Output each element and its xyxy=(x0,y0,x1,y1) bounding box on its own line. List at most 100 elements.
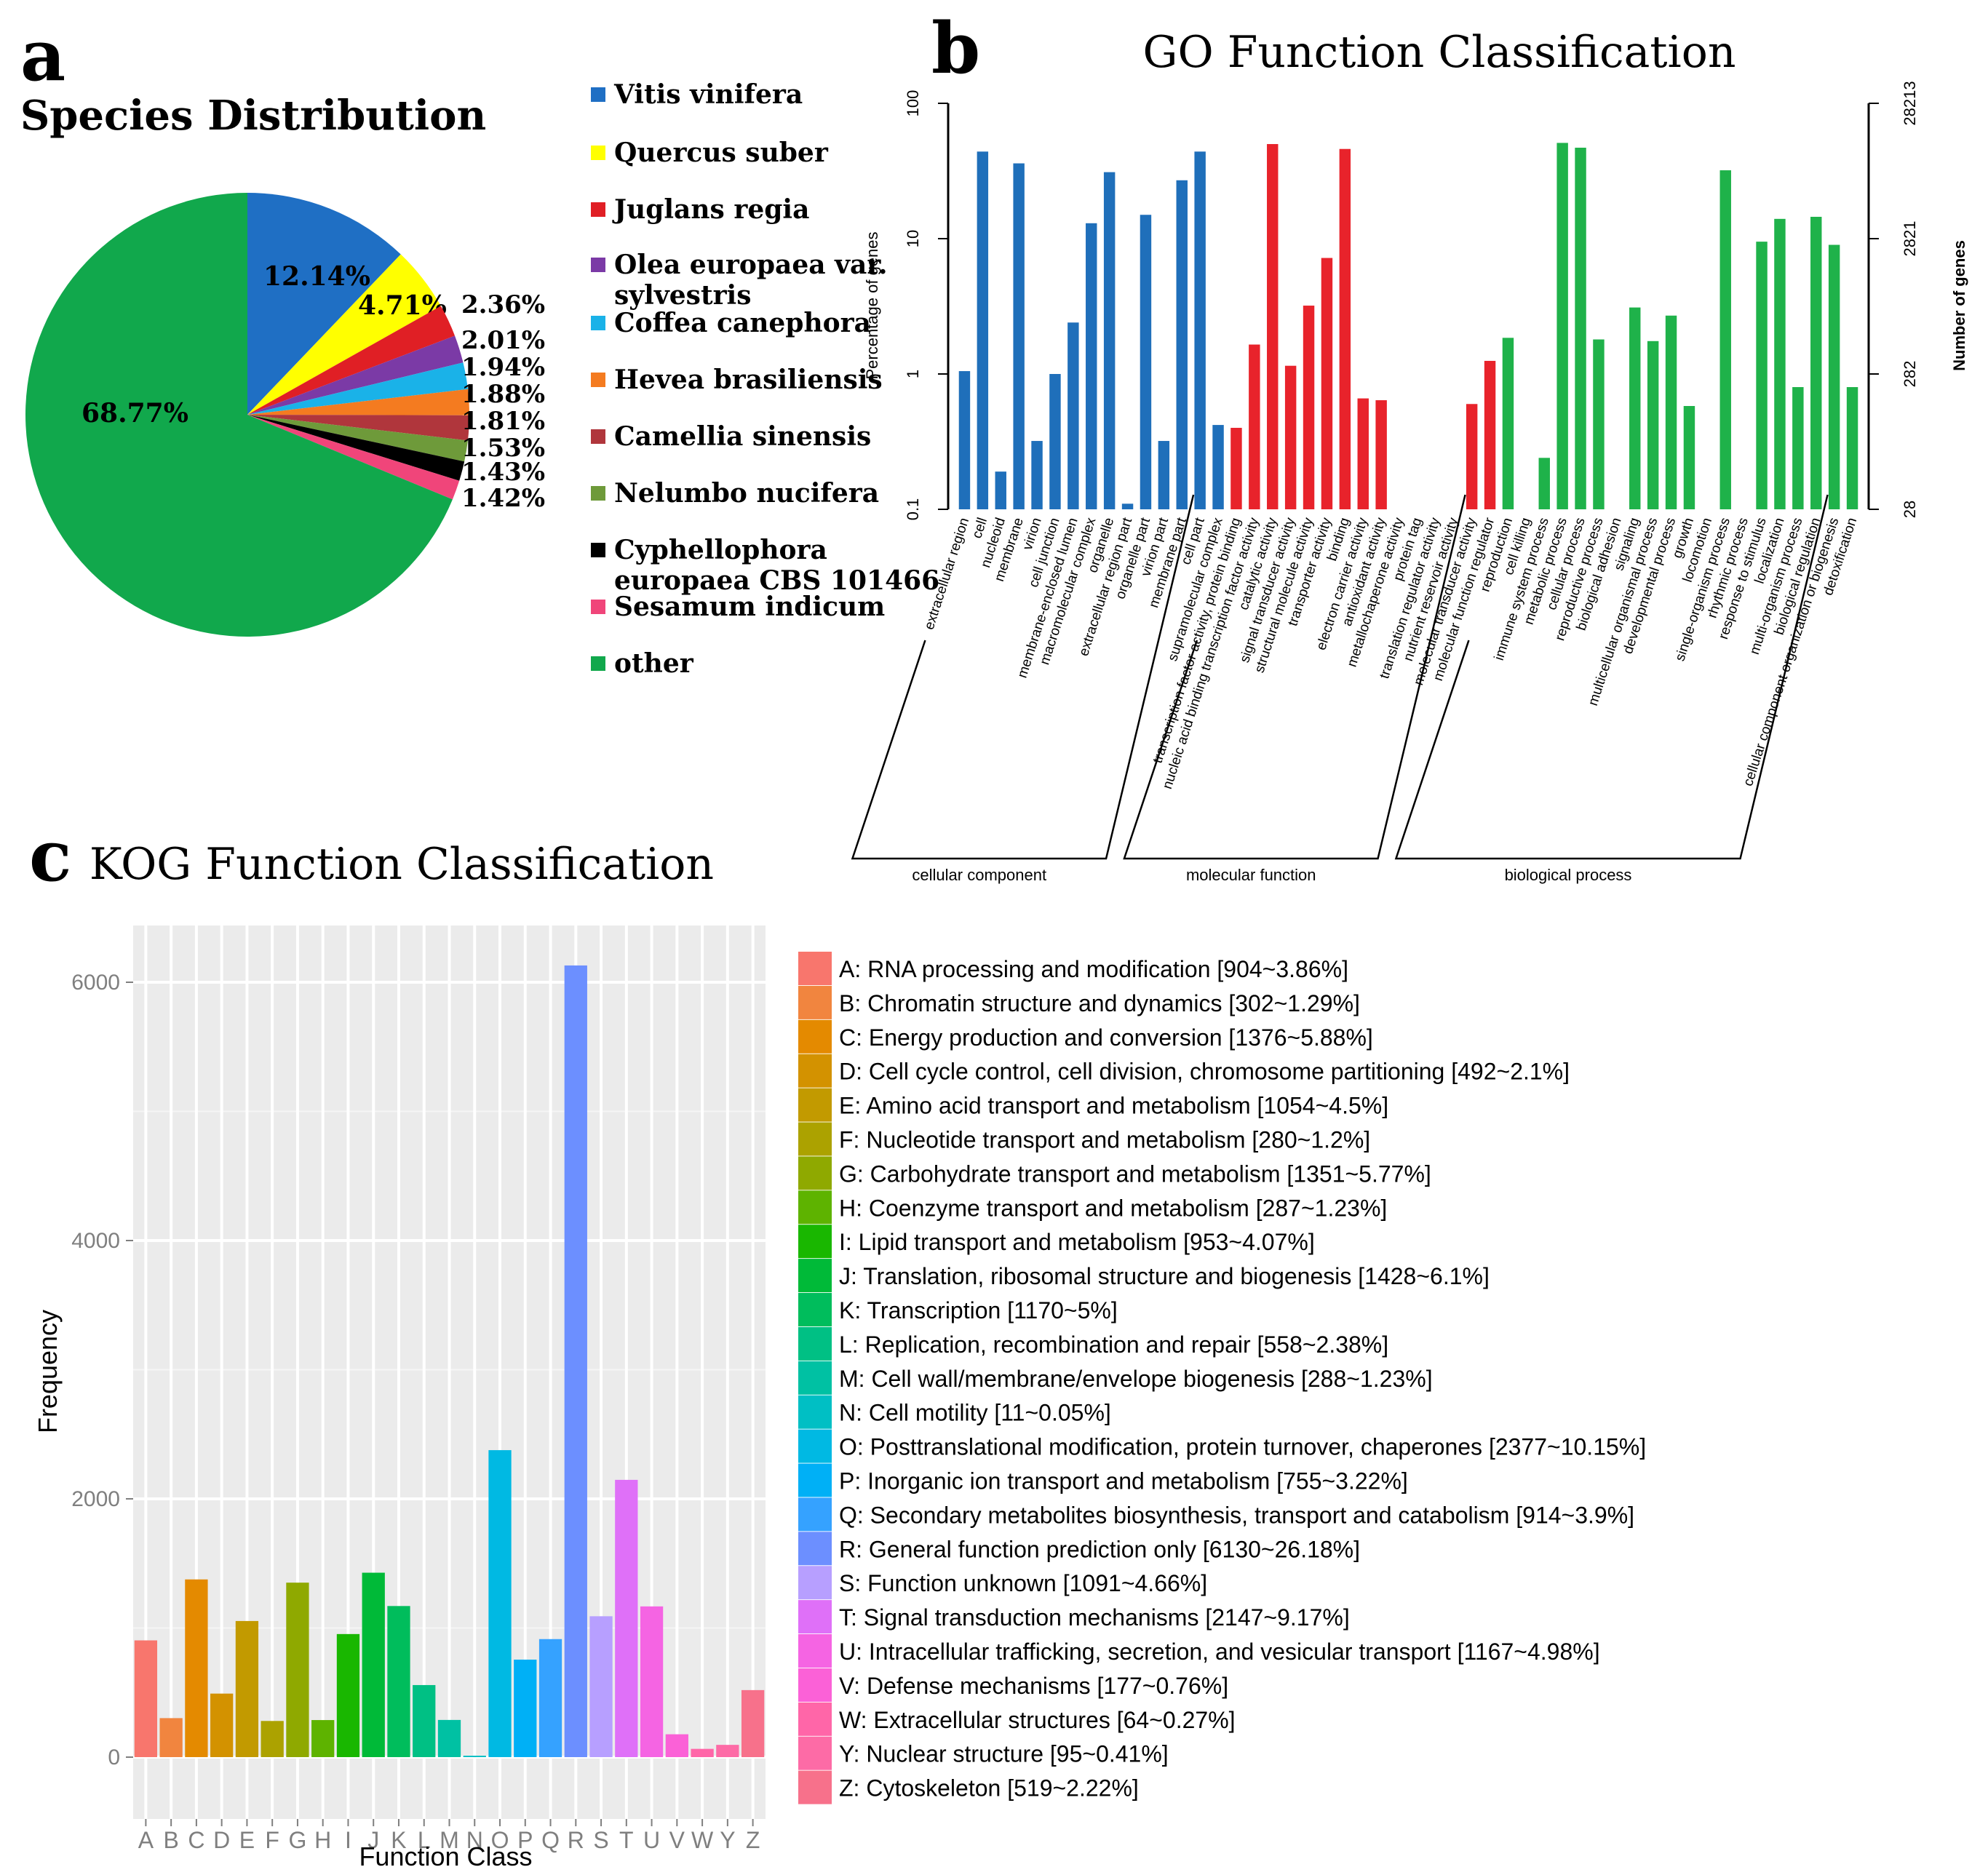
go-bar xyxy=(1321,258,1333,509)
kog-legend-swatch xyxy=(798,1156,832,1190)
pie-legend: Vitis vinifera Quercus suber Juglans regia… xyxy=(591,79,939,679)
pie-slice xyxy=(247,389,469,415)
kog-bar xyxy=(159,1718,183,1757)
kog-legend-label: H: Coenzyme transport and metabolism [28… xyxy=(839,1195,1387,1221)
pie-slice xyxy=(247,306,456,415)
pie-slice xyxy=(247,254,441,415)
kog-title: KOG Function Classification xyxy=(90,839,714,890)
kog-legend-label: L: Replication, recombination and repair… xyxy=(839,1331,1388,1358)
go-left-tick-label: 1 xyxy=(904,370,922,378)
go-left-tick-label: 10 xyxy=(904,230,922,247)
kog-bar xyxy=(134,1640,158,1757)
pie-slice xyxy=(247,335,464,415)
kog-legend-label: K: Transcription [1170~5%] xyxy=(839,1297,1118,1323)
kog-x-tick-label: J xyxy=(367,1827,379,1853)
kog-x-tick-label: H xyxy=(314,1827,331,1853)
kog-x-tick-label: B xyxy=(163,1827,178,1853)
go-bar xyxy=(1629,307,1641,509)
kog-y-tick-label: 2000 xyxy=(71,1487,120,1511)
kog-bar xyxy=(615,1479,638,1757)
kog-legend-label: R: General function prediction only [613… xyxy=(839,1536,1360,1562)
pie-value-label: 1.94% xyxy=(461,353,545,382)
pie-chart: 12.14%4.71% 2.36%2.01%1.94%1.88%1.81%1.53… xyxy=(25,193,545,637)
go-bar xyxy=(1194,151,1206,509)
kog-legend-swatch xyxy=(798,1634,832,1668)
kog-legend-swatch xyxy=(798,1395,832,1429)
go-bar xyxy=(1828,244,1840,509)
pie-legend-swatch xyxy=(591,600,605,614)
kog-x-tick-label: S xyxy=(593,1827,608,1853)
kog-bar xyxy=(387,1606,410,1757)
kog-legend-swatch xyxy=(798,1770,832,1804)
kog-bar xyxy=(691,1748,714,1757)
kog-x-tick-label: U xyxy=(643,1827,660,1853)
go-bar xyxy=(1103,172,1116,509)
kog-x-tick-label: I xyxy=(345,1827,351,1853)
kog-legend-label: B: Chromatin structure and dynamics [302… xyxy=(839,990,1360,1016)
pie-legend-swatch xyxy=(591,258,605,272)
pie-value-label: 2.36% xyxy=(461,290,545,319)
pie-slice xyxy=(247,415,469,441)
pie-legend-swatch xyxy=(591,316,605,330)
kog-legend-swatch xyxy=(798,1122,832,1156)
kog-legend-swatch xyxy=(798,1259,832,1293)
go-right-tick-label: 28213 xyxy=(1901,81,1919,125)
pie-value-label: 1.43% xyxy=(461,458,545,487)
panel-c-letter: c xyxy=(29,815,71,897)
kog-bar xyxy=(463,1756,486,1757)
go-bar xyxy=(1049,374,1061,509)
kog-legend-label: J: Translation, ribosomal structure and … xyxy=(839,1263,1490,1289)
pie-legend-swatch xyxy=(591,146,605,160)
go-bar xyxy=(1339,148,1351,509)
go-bar xyxy=(1484,360,1496,509)
go-bar xyxy=(1303,306,1315,509)
kog-bar xyxy=(564,965,587,1757)
go-bar xyxy=(1140,215,1152,509)
kog-bar xyxy=(311,1720,335,1757)
pie-value-label: 1.88% xyxy=(461,380,545,409)
pie-slice xyxy=(247,415,465,481)
kog-legend-swatch xyxy=(798,1293,832,1326)
go-bar xyxy=(1249,344,1260,509)
kog-x-tick-label: Q xyxy=(541,1827,560,1853)
go-bar xyxy=(1538,458,1550,509)
kog-legend-label: U: Intracellular trafficking, secretion,… xyxy=(839,1639,1600,1665)
go-bar xyxy=(1575,147,1586,509)
go-y2-axis-label: Number of genes xyxy=(1950,240,1968,371)
kog-bar xyxy=(538,1639,562,1757)
kog-x-tick-label: W xyxy=(691,1827,714,1853)
go-right-tick-label: 2821 xyxy=(1901,221,1919,257)
go-bar xyxy=(1013,163,1025,509)
go-bar xyxy=(1593,339,1605,509)
kog-bar xyxy=(437,1719,461,1757)
kog-legend-label: Q: Secondary metabolites biosynthesis, t… xyxy=(839,1502,1634,1528)
go-right-tick-label: 28 xyxy=(1901,501,1919,518)
kog-legend-label: G: Carbohydrate transport and metabolism… xyxy=(839,1161,1431,1187)
go-left-tick-label: 100 xyxy=(904,90,922,117)
pie-legend-swatch xyxy=(591,202,605,217)
kog-legend-swatch xyxy=(798,1088,832,1122)
go-bar xyxy=(1466,404,1478,509)
go-bar xyxy=(995,471,1006,509)
pie-legend-label: Camellia sinensis xyxy=(614,421,871,452)
pie-slice xyxy=(25,193,453,637)
kog-x-tick-label: L xyxy=(418,1827,431,1853)
pie-legend-swatch xyxy=(591,87,605,102)
kog-x-tick-label: D xyxy=(213,1827,230,1853)
kog-legend-swatch xyxy=(798,1566,832,1600)
kog-x-tick-label: R xyxy=(568,1827,584,1853)
go-bar xyxy=(1284,365,1297,509)
go-bar xyxy=(1665,315,1677,509)
kog-legend-swatch xyxy=(798,1532,832,1566)
kog-bar xyxy=(589,1616,613,1757)
kog-x-tick-label: N xyxy=(466,1827,483,1853)
go-bar-chart: 0.1 28 1 282 10 2821 100 28213 Percentage of gen… xyxy=(851,81,1968,884)
kog-legend-label: T: Signal transduction mechanisms [2147~… xyxy=(839,1604,1350,1631)
pie-slice xyxy=(247,193,401,415)
kog-legend-label: I: Lipid transport and metabolism [953~4… xyxy=(839,1229,1315,1255)
kog-legend-swatch xyxy=(798,1600,832,1634)
go-bar xyxy=(1556,143,1568,509)
pie-legend-swatch xyxy=(591,656,605,671)
pie-legend-label: Sesamum indicum xyxy=(614,592,885,622)
pie-legend-label: Cyphellophora europaea CBS 101466 xyxy=(614,535,939,596)
